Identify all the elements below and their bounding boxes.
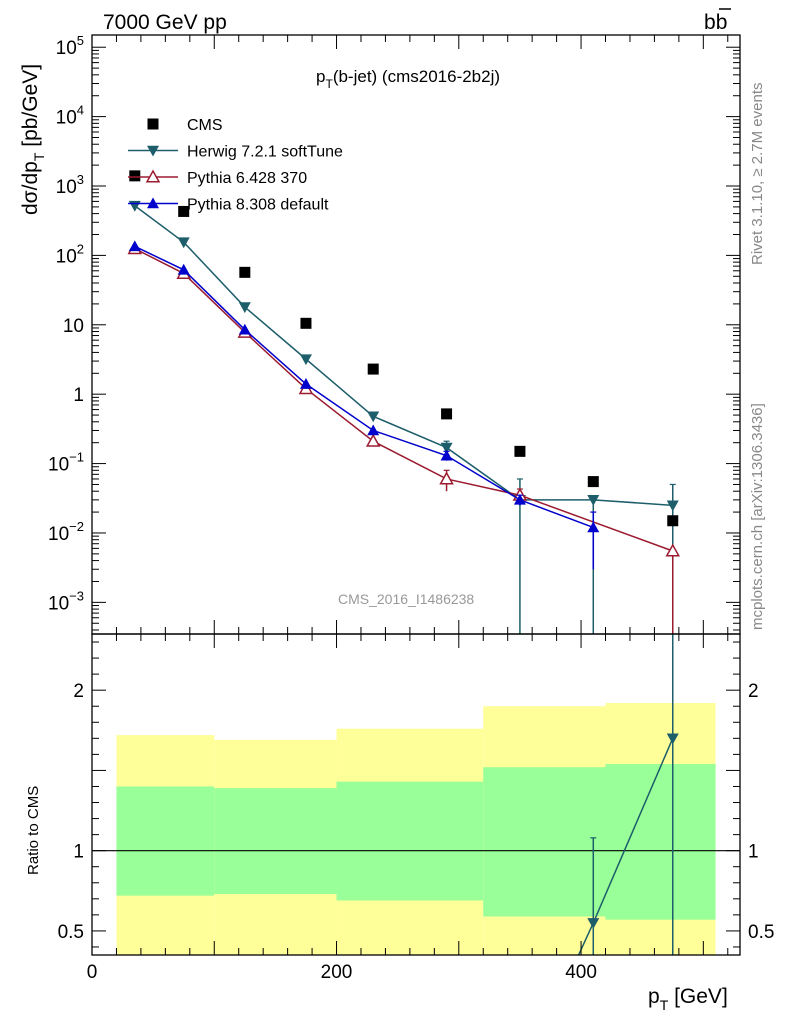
series-point xyxy=(440,442,453,454)
series-point xyxy=(177,263,190,275)
ratio-band-inner xyxy=(336,781,484,901)
series-point xyxy=(238,323,251,335)
legend-entry: Pythia 8.308 default xyxy=(128,197,329,214)
ratio-tick-label-right: 0.5 xyxy=(748,922,774,943)
series-point xyxy=(367,411,380,423)
series-point xyxy=(665,543,681,557)
series-line-2 xyxy=(134,245,594,529)
x-tick-label: 400 xyxy=(565,962,597,983)
ratio-y-axis-label: Ratio to CMS xyxy=(25,786,42,875)
y-tick-label: 10 xyxy=(63,316,84,337)
energy-label: 7000 GeV pp xyxy=(103,11,227,34)
ratio-band-inner xyxy=(214,788,337,895)
series-point xyxy=(177,237,190,249)
series-point xyxy=(128,200,141,212)
legend-marker xyxy=(147,118,159,130)
y-tick-label: 10−3 xyxy=(48,588,84,614)
data-point xyxy=(300,317,312,329)
series-point xyxy=(367,424,380,436)
series-point xyxy=(513,493,526,505)
ratio-bands xyxy=(92,703,740,955)
main-series xyxy=(127,170,681,634)
series-line-0 xyxy=(134,205,673,507)
y-tick-label: 1 xyxy=(73,385,84,406)
y-tick-label: 105 xyxy=(56,33,84,59)
series-point xyxy=(299,354,312,366)
ratio-frame xyxy=(91,633,741,956)
y-tick-label: 10−2 xyxy=(48,519,84,545)
data-point xyxy=(514,445,526,457)
legend-label: CMS xyxy=(187,117,223,134)
ratio-band-inner xyxy=(116,786,215,896)
series-point xyxy=(128,240,141,252)
series-point xyxy=(587,495,600,506)
series-point xyxy=(666,500,679,512)
process-label: bb xyxy=(704,8,731,34)
y-tick-label: 104 xyxy=(56,103,84,129)
watermark: CMS_2016_I1486238 xyxy=(338,591,474,607)
data-point xyxy=(367,363,379,375)
legend: CMS Herwig 7.2.1 softTune Pythia 6.428 370… xyxy=(128,117,343,214)
series-point xyxy=(238,302,251,314)
ratio-tick-label: 2 xyxy=(73,681,84,702)
data-point xyxy=(129,170,141,182)
legend-label: Pythia 8.308 default xyxy=(187,197,329,214)
series-point xyxy=(587,521,600,533)
y-tick-label: 10−1 xyxy=(48,450,84,476)
ratio-series xyxy=(577,634,679,955)
ratio-band-inner xyxy=(605,764,716,920)
mcplots-label: mcplots.cern.ch [arXiv:1306.3436] xyxy=(749,403,766,630)
legend-marker xyxy=(147,145,159,157)
series-point xyxy=(299,378,312,389)
series-line-1 xyxy=(134,248,674,552)
ratio-tick-label: 0.5 xyxy=(58,922,84,943)
data-point xyxy=(441,408,453,420)
y-axis-label: dσ/dpT [pb/GeV] xyxy=(19,64,47,215)
ratio-tick-label-right: 1 xyxy=(748,842,759,863)
series-point xyxy=(440,449,453,461)
chart-title: pT(b-jet) (cms2016-2b2j) xyxy=(316,67,500,91)
x-tick-label: 0 xyxy=(87,962,98,983)
series-point xyxy=(439,471,454,485)
svg-text:bb: bb xyxy=(704,11,727,34)
y-tick-label: 103 xyxy=(56,172,84,198)
legend-entry: Pythia 6.428 370 xyxy=(128,169,307,187)
ratio-band-inner xyxy=(483,767,606,917)
legend-marker xyxy=(145,169,161,183)
data-point xyxy=(178,205,190,217)
legend-label: Pythia 6.428 370 xyxy=(187,170,307,187)
data-point xyxy=(239,266,251,278)
series-point xyxy=(365,433,381,447)
y-tick-label: 102 xyxy=(56,241,84,267)
data-point xyxy=(587,476,599,488)
x-axis-label: pT [GeV] xyxy=(648,985,728,1013)
rivet-label: Rivet 3.1.10, ≥ 2.7M events xyxy=(749,83,766,266)
ratio-tick-label-right: 2 xyxy=(748,681,759,702)
main-series-clipped xyxy=(127,170,681,634)
ratio-tick-label: 1 xyxy=(73,842,84,863)
data-point xyxy=(667,515,679,527)
x-tick-label: 200 xyxy=(321,962,353,983)
legend-entry: Herwig 7.2.1 softTune xyxy=(128,144,343,161)
legend-marker xyxy=(147,197,159,209)
legend-label: Herwig 7.2.1 softTune xyxy=(187,144,343,161)
legend-entry: CMS xyxy=(147,117,223,134)
ratio-series-clipped xyxy=(577,634,679,955)
